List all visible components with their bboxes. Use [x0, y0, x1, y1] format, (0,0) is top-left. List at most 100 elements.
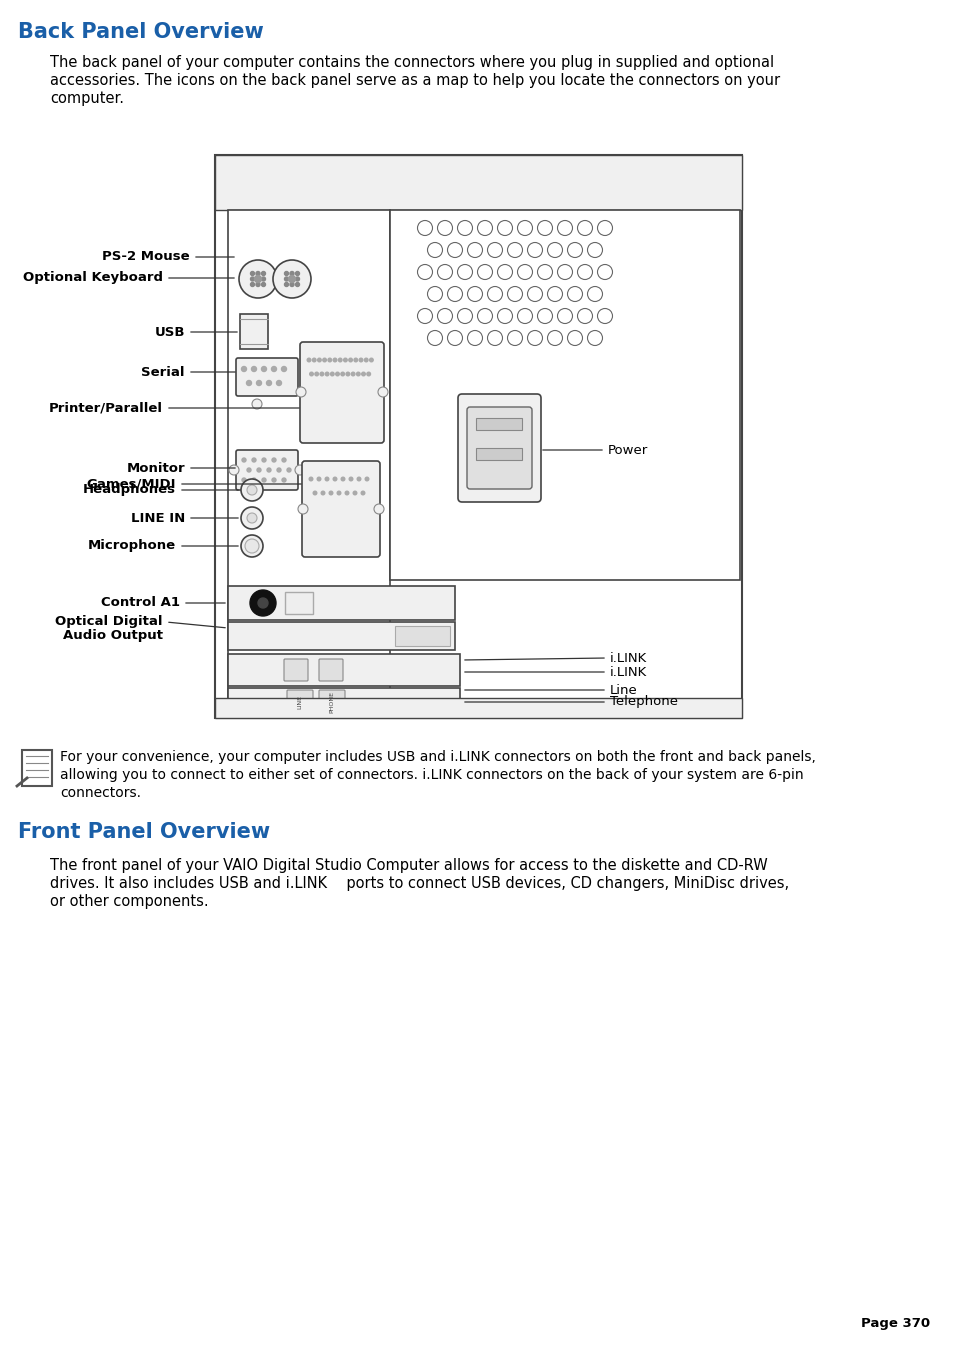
Text: Printer/Parallel: Printer/Parallel [49, 401, 163, 415]
Circle shape [346, 372, 350, 376]
Circle shape [343, 358, 347, 362]
Circle shape [447, 286, 462, 301]
Circle shape [457, 220, 472, 235]
Circle shape [261, 366, 266, 372]
Text: Audio Output: Audio Output [63, 630, 163, 643]
Circle shape [340, 372, 344, 376]
Text: Headphones: Headphones [83, 484, 175, 497]
Circle shape [284, 272, 288, 276]
Circle shape [325, 477, 329, 481]
FancyBboxPatch shape [284, 659, 308, 681]
FancyBboxPatch shape [318, 690, 345, 716]
Bar [214, 155, 741, 717]
Circle shape [427, 242, 442, 258]
Circle shape [242, 458, 246, 462]
Circle shape [547, 242, 562, 258]
Circle shape [297, 504, 308, 513]
Text: drives. It also includes USB and i.LINK  ports to connect USB devices, CD change: drives. It also includes USB and i.LINK … [50, 875, 788, 892]
Circle shape [256, 467, 261, 471]
Circle shape [517, 308, 532, 323]
Circle shape [266, 381, 272, 385]
Text: Optional Keyboard: Optional Keyboard [23, 272, 163, 285]
Circle shape [229, 465, 239, 476]
Circle shape [417, 220, 432, 235]
Circle shape [374, 504, 384, 513]
Circle shape [359, 358, 362, 362]
Bar [228, 586, 455, 620]
Circle shape [356, 372, 359, 376]
Circle shape [252, 399, 262, 409]
Circle shape [242, 478, 246, 482]
Circle shape [467, 242, 482, 258]
Circle shape [557, 220, 572, 235]
Circle shape [290, 272, 294, 276]
Circle shape [587, 286, 602, 301]
Circle shape [255, 272, 260, 276]
Circle shape [322, 358, 326, 362]
Circle shape [477, 220, 492, 235]
Bar [390, 209, 740, 580]
Circle shape [295, 282, 299, 286]
Text: LINE IN: LINE IN [131, 512, 185, 524]
Circle shape [273, 259, 311, 299]
Circle shape [447, 331, 462, 346]
Circle shape [577, 308, 592, 323]
Circle shape [527, 331, 542, 346]
Circle shape [329, 492, 333, 494]
Text: Front Panel Overview: Front Panel Overview [18, 821, 270, 842]
Circle shape [587, 242, 602, 258]
Circle shape [333, 358, 336, 362]
Circle shape [497, 265, 512, 280]
Text: accessories. The icons on the back panel serve as a map to help you locate the c: accessories. The icons on the back panel… [50, 73, 780, 88]
Circle shape [272, 366, 276, 372]
Text: PHONE: PHONE [329, 690, 335, 713]
Circle shape [349, 477, 353, 481]
Circle shape [437, 265, 452, 280]
Circle shape [267, 467, 271, 471]
Text: USB: USB [154, 326, 185, 339]
Circle shape [487, 331, 502, 346]
Bar [240, 313, 268, 349]
FancyBboxPatch shape [299, 342, 384, 443]
Circle shape [241, 366, 246, 372]
FancyBboxPatch shape [287, 690, 313, 716]
Circle shape [427, 331, 442, 346]
Circle shape [287, 467, 291, 471]
FancyBboxPatch shape [467, 407, 532, 489]
Circle shape [417, 265, 432, 280]
Bar [214, 698, 741, 717]
Circle shape [261, 277, 265, 281]
Circle shape [517, 220, 532, 235]
Bar [395, 626, 450, 646]
Circle shape [245, 539, 258, 553]
Circle shape [247, 513, 256, 523]
Circle shape [295, 277, 299, 281]
Text: i.LINK: i.LINK [609, 666, 646, 678]
Circle shape [537, 265, 552, 280]
Circle shape [257, 598, 268, 608]
Text: For your convenience, your computer includes USB and i.LINK connectors on both t: For your convenience, your computer incl… [60, 750, 815, 765]
Text: Telephone: Telephone [609, 696, 678, 708]
Circle shape [354, 358, 357, 362]
Circle shape [537, 220, 552, 235]
Circle shape [487, 286, 502, 301]
Circle shape [567, 286, 582, 301]
Circle shape [457, 265, 472, 280]
Circle shape [497, 220, 512, 235]
Circle shape [597, 220, 612, 235]
Text: Serial: Serial [141, 366, 185, 378]
Bar [228, 209, 390, 700]
Circle shape [309, 477, 313, 481]
Circle shape [295, 272, 299, 276]
Circle shape [557, 308, 572, 323]
Circle shape [247, 467, 251, 471]
Circle shape [527, 242, 542, 258]
Text: Games/MIDI: Games/MIDI [87, 477, 175, 490]
Circle shape [284, 282, 288, 286]
Circle shape [517, 265, 532, 280]
Circle shape [262, 478, 266, 482]
Circle shape [351, 372, 355, 376]
Circle shape [317, 358, 321, 362]
Circle shape [282, 458, 286, 462]
Bar [22, 750, 52, 786]
